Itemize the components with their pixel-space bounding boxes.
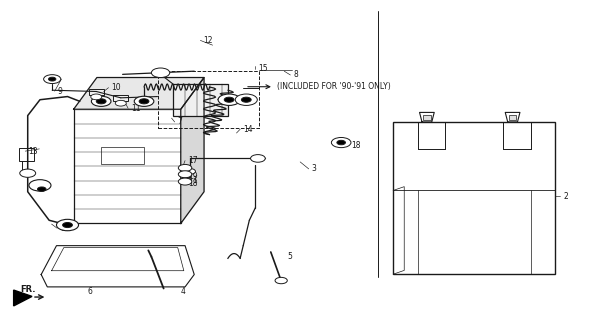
Circle shape xyxy=(151,68,170,77)
Text: 11: 11 xyxy=(131,104,141,113)
Bar xyxy=(393,122,555,274)
Circle shape xyxy=(275,277,287,284)
Text: 3: 3 xyxy=(312,164,317,173)
Bar xyxy=(173,84,228,116)
Text: 18: 18 xyxy=(352,140,361,149)
Circle shape xyxy=(29,180,51,191)
Text: 6: 6 xyxy=(87,287,92,296)
Circle shape xyxy=(184,169,196,174)
Text: 17: 17 xyxy=(188,156,198,165)
Circle shape xyxy=(134,96,154,106)
Text: 4: 4 xyxy=(180,286,185,295)
Circle shape xyxy=(63,222,73,228)
Circle shape xyxy=(49,77,56,81)
Circle shape xyxy=(178,171,192,178)
Text: 7: 7 xyxy=(178,117,183,126)
Bar xyxy=(18,148,34,161)
Circle shape xyxy=(218,94,240,105)
Polygon shape xyxy=(74,77,204,109)
Circle shape xyxy=(57,219,79,231)
Circle shape xyxy=(20,169,36,177)
Text: FR.: FR. xyxy=(20,284,35,294)
Bar xyxy=(101,147,144,164)
Circle shape xyxy=(38,187,46,191)
Circle shape xyxy=(139,99,149,104)
Circle shape xyxy=(241,97,251,102)
Bar xyxy=(157,71,258,128)
Circle shape xyxy=(92,96,111,106)
Circle shape xyxy=(178,178,192,185)
Text: 14: 14 xyxy=(243,125,253,134)
Circle shape xyxy=(44,75,61,84)
Bar xyxy=(89,89,104,95)
Text: 16: 16 xyxy=(60,224,69,233)
Text: (INCLUDED FOR '90-'91 ONLY): (INCLUDED FOR '90-'91 ONLY) xyxy=(277,82,391,91)
Circle shape xyxy=(337,140,346,145)
Circle shape xyxy=(236,94,257,105)
Text: 1: 1 xyxy=(192,176,197,185)
Circle shape xyxy=(115,100,126,106)
Text: 19: 19 xyxy=(188,172,198,181)
Bar xyxy=(423,115,430,120)
Bar xyxy=(74,109,181,223)
Text: 10: 10 xyxy=(111,83,121,92)
Circle shape xyxy=(331,138,351,148)
Circle shape xyxy=(91,94,102,100)
Text: 12: 12 xyxy=(204,36,213,45)
Bar xyxy=(113,95,128,101)
Text: 8: 8 xyxy=(293,70,298,79)
Polygon shape xyxy=(14,290,32,306)
Text: 9: 9 xyxy=(58,87,63,96)
Circle shape xyxy=(250,155,265,162)
Text: 13: 13 xyxy=(28,147,38,156)
Polygon shape xyxy=(181,77,204,223)
Bar xyxy=(509,115,516,120)
Text: 2: 2 xyxy=(563,192,568,201)
Text: 18: 18 xyxy=(188,179,197,188)
Circle shape xyxy=(224,97,234,102)
Circle shape xyxy=(97,99,106,104)
Circle shape xyxy=(178,164,192,172)
Text: 15: 15 xyxy=(258,64,268,74)
Text: 5: 5 xyxy=(287,252,292,261)
